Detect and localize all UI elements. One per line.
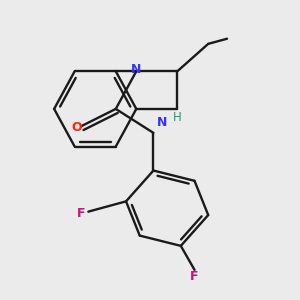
- Text: N: N: [157, 116, 167, 130]
- Text: F: F: [190, 270, 199, 283]
- Text: N: N: [131, 63, 142, 76]
- Text: H: H: [173, 111, 182, 124]
- Text: F: F: [77, 207, 86, 220]
- Text: O: O: [71, 121, 82, 134]
